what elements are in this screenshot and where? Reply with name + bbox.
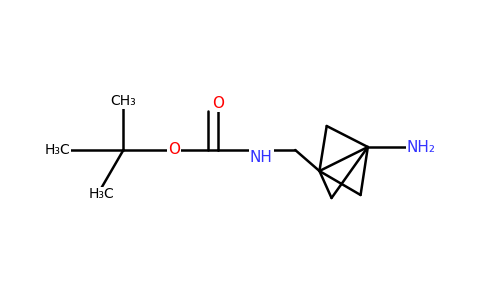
Text: H₃C: H₃C bbox=[89, 188, 115, 202]
Text: H₃C: H₃C bbox=[45, 143, 70, 157]
Text: NH₂: NH₂ bbox=[407, 140, 436, 154]
Text: CH₃: CH₃ bbox=[110, 94, 136, 108]
Text: O: O bbox=[168, 142, 180, 158]
Text: NH: NH bbox=[250, 150, 273, 165]
Text: O: O bbox=[212, 96, 224, 111]
